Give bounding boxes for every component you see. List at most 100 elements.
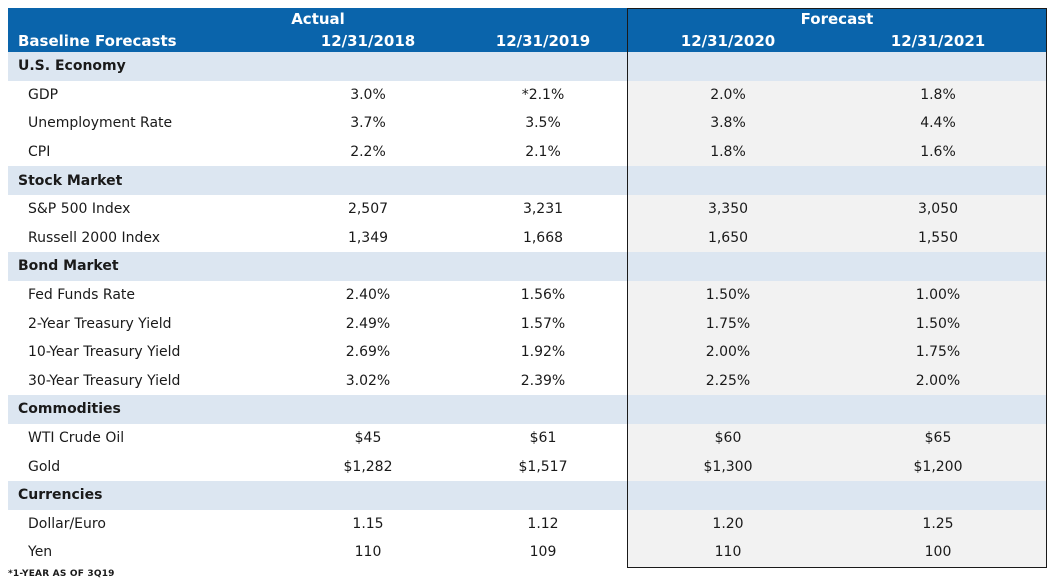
table-cell: 1.12 [527, 515, 559, 532]
table-cell: 2.49% [345, 315, 391, 332]
section-row: U.S. Economy [8, 52, 1046, 81]
table-cell: 3,050 [917, 201, 959, 218]
table-row: 30-Year Treasury Yield 3.02% 2.39% 2.25% 2.0… [8, 366, 1046, 396]
table-cell: 1.50% [705, 287, 751, 304]
forecast-fill [628, 366, 1046, 396]
table-cell: 109 [529, 544, 557, 561]
table-cell: *2.1% [521, 86, 565, 103]
row-label: Russell 2000 Index [28, 229, 161, 246]
forecast-fill [628, 166, 1046, 195]
column-header-2020: 12/31/2020 [680, 32, 776, 50]
table-cell: 3.0% [350, 86, 386, 103]
forecast-group-label: Forecast [800, 10, 874, 28]
table-cell: 2,507 [347, 201, 389, 218]
table-row: S&P 500 Index 2,507 3,231 3,350 3,050 [8, 194, 1046, 224]
table-cell: 2.00% [915, 372, 961, 389]
table-cell: $45 [354, 430, 382, 447]
table-row: Russell 2000 Index 1,349 1,668 1,650 1,550 [8, 223, 1046, 253]
table-cell: 100 [924, 544, 952, 561]
table-cell: 110 [354, 544, 382, 561]
table-cell: 1.25 [922, 515, 954, 532]
forecast-fill [628, 337, 1046, 367]
table-cell: 2.00% [705, 344, 751, 361]
forecast-fill [628, 538, 1046, 567]
row-label: 30-Year Treasury Yield [28, 372, 181, 389]
row-label: GDP [28, 86, 59, 103]
column-header-2019: 12/31/2019 [495, 32, 591, 50]
table-cell: $60 [714, 430, 742, 447]
table-cell: 3,350 [707, 201, 749, 218]
table-cell: 2.1% [525, 144, 561, 161]
forecast-fill [628, 395, 1046, 424]
table-cell: 1,650 [707, 229, 749, 246]
row-label: Dollar/Euro [28, 515, 106, 532]
table-cell: 1.75% [705, 315, 751, 332]
table-cell: 1.15 [352, 515, 384, 532]
forecast-fill [628, 52, 1046, 81]
table-cell: 1,349 [347, 229, 389, 246]
section-row: Bond Market [8, 252, 1046, 281]
table-cell: 3.5% [525, 115, 561, 132]
forecast-fill [628, 109, 1046, 138]
table-row: CPI 2.2% 2.1% 1.8% 1.6% [8, 137, 1046, 167]
forecast-fill [628, 509, 1046, 539]
table-row: Unemployment Rate 3.7% 3.5% 3.8% 4.4% [8, 109, 1046, 138]
row-label: CPI [28, 144, 51, 161]
table-cell: 1.20 [712, 515, 744, 532]
table-cell: 2.0% [710, 86, 746, 103]
table-row: GDP 3.0% *2.1% 2.0% 1.8% [8, 80, 1046, 110]
forecast-fill [628, 223, 1046, 253]
forecast-fill [628, 194, 1046, 224]
table-cell: 4.4% [920, 115, 956, 132]
table-row: WTI Crude Oil $45 $61 $60 $65 [8, 423, 1046, 453]
section-title: Bond Market [18, 258, 119, 275]
column-header-2021: 12/31/2021 [890, 32, 986, 50]
table-cell: 1,550 [917, 229, 959, 246]
row-label: 2-Year Treasury Yield [28, 315, 172, 332]
row-label: Yen [28, 544, 53, 561]
section-row: Currencies [8, 480, 1046, 510]
table-cell: $1,300 [703, 458, 753, 475]
section-row: Commodities [8, 395, 1046, 424]
table-cell: 2.39% [520, 372, 566, 389]
forecast-fill [628, 280, 1046, 310]
section-title: Stock Market [18, 172, 123, 189]
forecast-fill [628, 80, 1046, 110]
section-title: U.S. Economy [18, 58, 126, 75]
forecast-fill [628, 137, 1046, 167]
row-label: Gold [28, 458, 61, 475]
table-cell: 1.6% [920, 144, 956, 161]
table-cell: 2.69% [345, 344, 391, 361]
table-cell: 1,668 [522, 229, 564, 246]
actual-group-label: Actual [291, 10, 345, 28]
forecast-fill [628, 452, 1046, 481]
table-cell: 2.25% [705, 372, 751, 389]
table-cell: 1.57% [520, 315, 566, 332]
table-cell: $1,517 [518, 458, 568, 475]
table-cell: 3.7% [350, 115, 386, 132]
table-cell: 1.75% [915, 344, 961, 361]
table-row: 2-Year Treasury Yield 2.49% 1.57% 1.75% 1.50… [8, 309, 1046, 338]
table-cell: 3.02% [345, 372, 391, 389]
forecast-fill [628, 252, 1046, 281]
table-cell: 1.8% [920, 86, 956, 103]
forecast-table: Actual Forecast Baseline Forecasts 12/31… [8, 8, 1046, 567]
table-cell: 1.8% [710, 144, 746, 161]
table-cell: 1.56% [520, 287, 566, 304]
table-title: Baseline Forecasts [18, 32, 177, 50]
table-cell: $65 [924, 430, 952, 447]
table-row: Gold $1,282 $1,517 $1,300 $1,200 [8, 452, 1046, 481]
footnote: *1-YEAR AS OF 3Q19 [8, 569, 115, 579]
table-cell: $1,200 [913, 458, 963, 475]
column-header-2018: 12/31/2018 [320, 32, 416, 50]
row-label: Fed Funds Rate [28, 287, 136, 304]
section-title: Currencies [18, 487, 103, 504]
table-cell: 110 [714, 544, 742, 561]
row-label: Unemployment Rate [28, 115, 173, 132]
table-row: Fed Funds Rate 2.40% 1.56% 1.50% 1.00% [8, 280, 1046, 310]
table-cell: 3.8% [710, 115, 746, 132]
table-cell: 2.2% [350, 144, 386, 161]
table-row: 10-Year Treasury Yield 2.69% 1.92% 2.00% 1.7… [8, 337, 1046, 367]
table-row: Yen 110 109 110 100 [8, 538, 1046, 567]
table-cell: 1.92% [520, 344, 566, 361]
